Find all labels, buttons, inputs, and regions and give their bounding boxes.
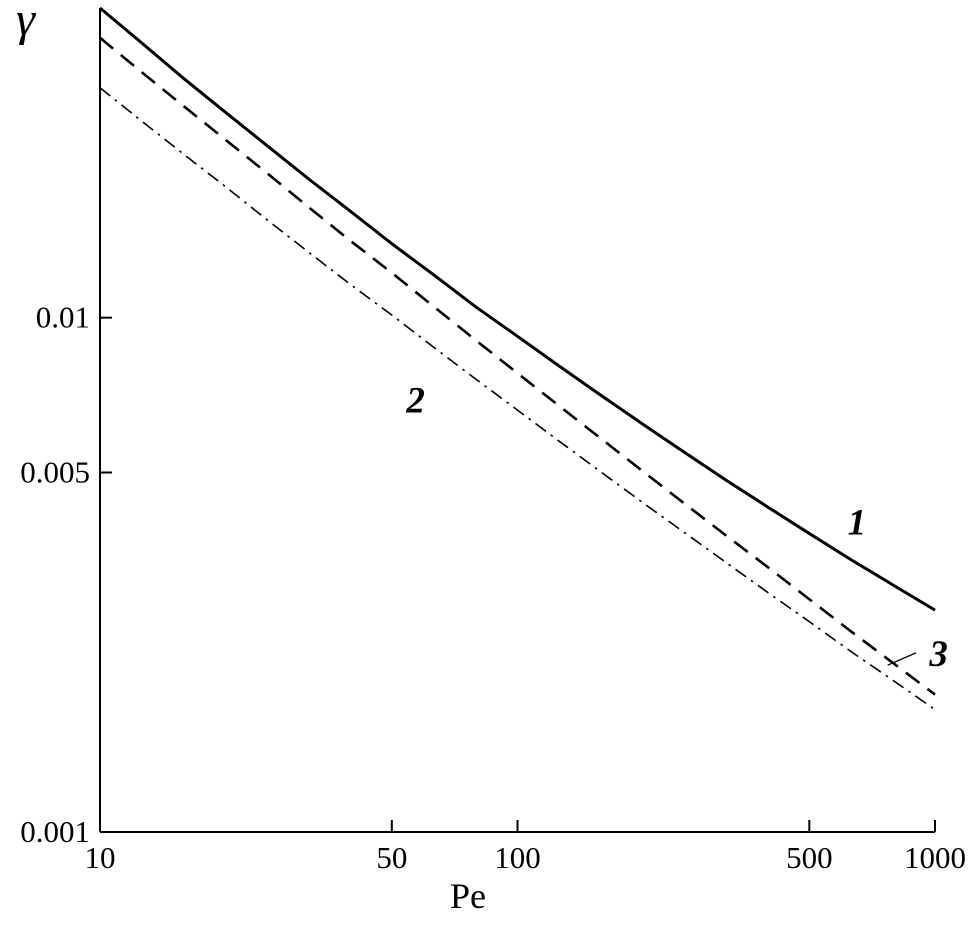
curve-3-leader-line <box>887 652 917 666</box>
y-tick-label: 0.01 <box>36 300 90 335</box>
curve-label-3: 3 <box>928 634 948 675</box>
curve-3-line <box>99 36 936 696</box>
y-tick-label: 0.005 <box>20 454 90 489</box>
x-tick-label: 10 <box>85 840 116 875</box>
x-tick-label: 500 <box>786 840 833 875</box>
x-tick-label: 1000 <box>904 840 966 875</box>
y-axis-title: γ <box>16 0 35 46</box>
x-tick-label: 50 <box>376 840 407 875</box>
curve-1-line <box>99 6 936 612</box>
x-tick-label: 100 <box>494 840 541 875</box>
curve-label-1: 1 <box>848 502 867 543</box>
curve-2-line <box>99 87 936 711</box>
y-tick-label: 0.001 <box>20 814 90 849</box>
x-axis-title: Pe <box>450 876 486 916</box>
curve-label-2: 2 <box>405 381 425 422</box>
